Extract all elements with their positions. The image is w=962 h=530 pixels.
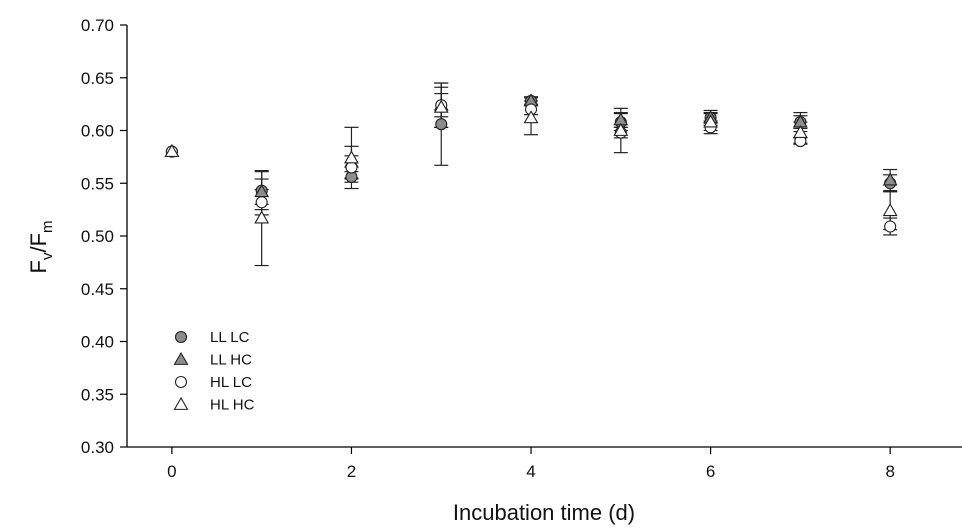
data-point — [703, 114, 719, 128]
x-axis-title: Incubation time (d) — [453, 500, 635, 525]
data-point — [613, 122, 629, 136]
y-tick-label: 0.45 — [81, 280, 114, 299]
data-point — [345, 161, 358, 174]
y-tick-label: 0.70 — [81, 16, 114, 35]
y-tick-label: 0.60 — [81, 122, 114, 141]
legend-marker — [173, 396, 189, 410]
axes — [126, 25, 962, 448]
x-tick-label: 4 — [526, 462, 535, 481]
data-point — [882, 172, 898, 186]
x-tick-label: 6 — [706, 462, 715, 481]
y-axis-title-sub1: v — [39, 252, 56, 260]
legend-label: LL LC — [210, 329, 250, 346]
data-point — [882, 203, 898, 217]
y-tick-label: 0.30 — [81, 438, 114, 457]
y-axis-title-sub2: m — [39, 220, 56, 233]
y-axis-title: Fv/Fm — [26, 220, 56, 273]
data-points — [164, 93, 898, 233]
data-point — [435, 118, 448, 131]
y-tick-label: 0.35 — [81, 385, 114, 404]
legend-marker — [174, 330, 188, 344]
legend-marker — [173, 351, 189, 365]
data-point — [523, 110, 539, 124]
legend-label: HL HC — [210, 397, 255, 414]
y-tick-label: 0.50 — [81, 227, 114, 246]
data-point — [433, 99, 449, 113]
data-point — [255, 196, 268, 209]
y-axis-title-sep: /F — [26, 233, 51, 253]
x-tick-label: 0 — [167, 462, 176, 481]
x-tick-label: 8 — [885, 462, 894, 481]
y-ticks: 0.30 0.35 0.40 0.45 0.50 0.55 0.60 0.65 0.70 — [81, 16, 127, 457]
y-tick-label: 0.55 — [81, 174, 114, 193]
legend-label: LL HC — [210, 352, 252, 369]
legend-label: HL LC — [210, 374, 252, 391]
data-point — [792, 125, 808, 139]
data-point — [344, 150, 359, 164]
data-point — [164, 143, 180, 158]
data-point — [254, 210, 270, 224]
y-tick-label: 0.65 — [81, 69, 114, 88]
legend: LL LC LL HC HL LC HL HC — [173, 329, 255, 414]
x-tick-label: 2 — [347, 462, 356, 481]
y-axis-title-base: F — [26, 260, 51, 273]
x-ticks: 0 2 4 6 8 — [167, 447, 895, 481]
y-tick-label: 0.40 — [81, 333, 114, 352]
legend-marker — [174, 375, 188, 389]
data-point — [884, 220, 897, 233]
